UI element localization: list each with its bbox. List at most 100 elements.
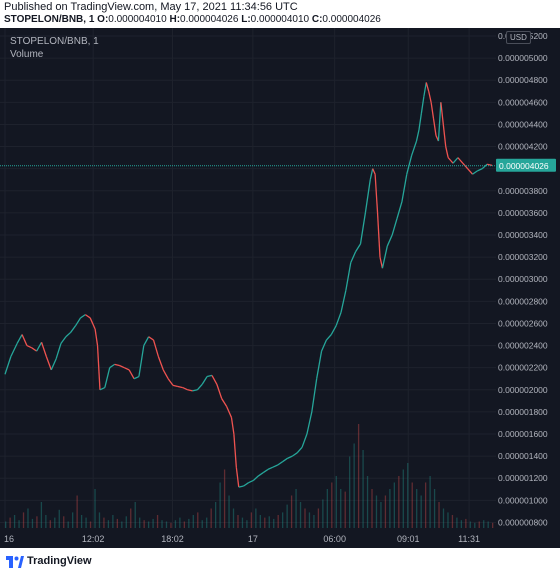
volume-bar bbox=[31, 518, 34, 528]
volume-bar bbox=[5, 521, 7, 528]
y-tick-label: 0.000001200 bbox=[498, 473, 548, 483]
volume-bar bbox=[13, 515, 16, 528]
price-segment bbox=[379, 256, 384, 269]
volume-bar bbox=[98, 512, 101, 528]
price-segment bbox=[376, 212, 381, 258]
price-segment bbox=[89, 317, 96, 330]
y-tick-label: 0.000004800 bbox=[498, 75, 548, 85]
volume-bar bbox=[420, 495, 422, 528]
price-segment bbox=[425, 82, 430, 92]
y-tick-label: 0.000004600 bbox=[498, 97, 548, 107]
currency-label[interactable]: USD bbox=[506, 31, 531, 44]
price-segment bbox=[369, 168, 374, 180]
volume-bar bbox=[362, 450, 364, 528]
volume-bar bbox=[447, 512, 449, 528]
volume-bar bbox=[206, 517, 208, 528]
price-segment bbox=[457, 157, 464, 164]
price-segment bbox=[325, 334, 332, 341]
y-tick-label: 0.000003000 bbox=[498, 274, 548, 284]
y-tick-label: 0.000000800 bbox=[498, 517, 548, 527]
price-segment bbox=[282, 457, 288, 463]
price-segment bbox=[418, 113, 423, 131]
x-tick-label: 06:00 bbox=[323, 534, 346, 544]
volume-bar bbox=[273, 518, 275, 528]
volume-bar bbox=[246, 520, 248, 528]
chart-canvas[interactable]: 0.000000800 0.000001000 0.000001200 0.00000… bbox=[0, 28, 560, 548]
price-segment bbox=[201, 376, 208, 385]
volume-bar bbox=[40, 502, 43, 528]
volume-bar bbox=[161, 520, 163, 528]
price-segment bbox=[182, 386, 188, 391]
volume-bar bbox=[264, 517, 266, 528]
price-segment bbox=[211, 375, 218, 385]
volume-bar bbox=[228, 495, 230, 528]
price-segment bbox=[477, 168, 483, 172]
price-segment bbox=[157, 356, 164, 371]
volume-bar bbox=[299, 502, 302, 528]
volume-bar bbox=[344, 491, 346, 528]
volume-bar bbox=[130, 508, 132, 528]
volume-bar bbox=[192, 515, 194, 528]
price-segment bbox=[386, 234, 393, 247]
volume-bar bbox=[174, 520, 177, 528]
price-segment bbox=[221, 398, 228, 407]
price-segment bbox=[238, 485, 244, 488]
price-chart[interactable]: 0.000000800 0.000001000 0.000001200 0.00000… bbox=[0, 28, 560, 548]
volume-bar bbox=[268, 516, 270, 528]
price-segment bbox=[432, 118, 437, 136]
price-segment bbox=[94, 328, 99, 346]
volume-bar bbox=[349, 456, 351, 528]
x-tick-label: 12:02 bbox=[82, 534, 105, 544]
volume-bar bbox=[469, 521, 471, 528]
volume-bar bbox=[116, 518, 118, 528]
y-tick-label: 0.000003800 bbox=[498, 186, 548, 196]
price-segment bbox=[192, 389, 198, 392]
volume-bar bbox=[308, 512, 311, 528]
volume-bar bbox=[197, 512, 199, 528]
price-segment bbox=[287, 455, 293, 459]
volume-bar bbox=[214, 502, 217, 528]
price-segment bbox=[406, 155, 413, 175]
price-segment bbox=[243, 482, 249, 487]
price-segment bbox=[311, 378, 318, 413]
price-segment bbox=[45, 356, 52, 371]
volume-bar bbox=[112, 515, 114, 528]
price-segment bbox=[372, 168, 376, 175]
y-tick-label: 0.000003400 bbox=[498, 230, 548, 240]
price-segment bbox=[206, 374, 213, 378]
open-value: 0.000004010 bbox=[108, 14, 167, 25]
open-label: O: bbox=[97, 14, 109, 25]
price-segment bbox=[359, 212, 367, 244]
price-segment bbox=[472, 170, 478, 175]
price-segment bbox=[152, 339, 160, 357]
volume-bar bbox=[125, 516, 127, 528]
price-segment bbox=[128, 369, 135, 380]
price-segment bbox=[148, 336, 154, 341]
volume-bar bbox=[22, 512, 25, 528]
volume-bar bbox=[63, 516, 65, 528]
volume-bar bbox=[183, 521, 186, 528]
price-segment bbox=[486, 163, 493, 166]
price-segment bbox=[248, 479, 254, 484]
footer-bar: TradingView bbox=[0, 548, 560, 575]
price-segment bbox=[272, 464, 278, 468]
price-segment bbox=[26, 344, 33, 349]
volume-bar bbox=[67, 521, 69, 528]
price-segment bbox=[196, 383, 203, 391]
price-segment bbox=[75, 317, 82, 327]
volume-bar bbox=[290, 495, 293, 528]
price-segment bbox=[31, 347, 38, 352]
volume-bar bbox=[478, 521, 480, 528]
volume-bar bbox=[210, 508, 212, 528]
volume-bar bbox=[107, 520, 110, 528]
y-tick-label: 0.000001000 bbox=[498, 495, 548, 505]
volume-bar bbox=[313, 515, 315, 528]
price-segment bbox=[350, 251, 357, 263]
x-tick-label: 16 bbox=[4, 534, 14, 544]
price-segment bbox=[296, 446, 303, 454]
volume-bar bbox=[45, 515, 47, 528]
volume-bar bbox=[80, 515, 83, 528]
price-segment bbox=[396, 201, 403, 219]
price-segment bbox=[65, 331, 72, 338]
price-segment bbox=[50, 358, 57, 371]
